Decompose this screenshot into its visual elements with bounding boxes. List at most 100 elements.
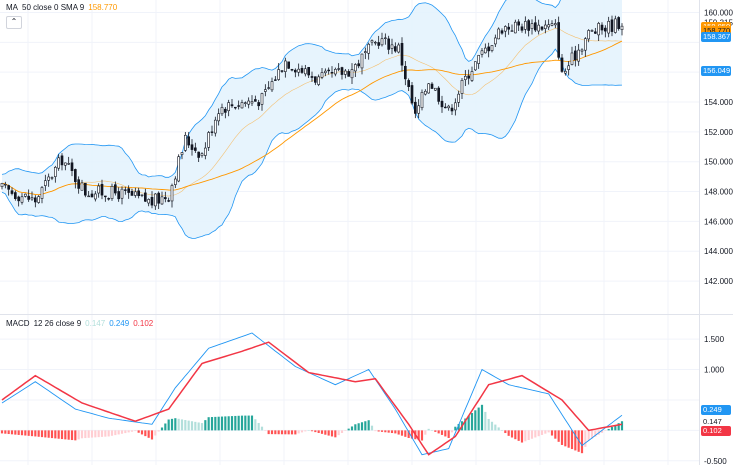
candle [480,47,484,58]
candle [357,59,360,69]
macd-histogram-bar [340,430,344,433]
candle-body [270,81,274,91]
candle-body [480,50,484,55]
macd-histogram-bar [344,430,347,431]
candle [523,16,527,34]
candle-body [313,76,317,83]
candle-body [7,185,10,190]
candle-body [134,191,137,196]
candle [487,42,490,58]
macd-histogram-bar [197,422,200,431]
macd-histogram-bar [20,430,24,436]
candle-body [517,21,521,26]
candle-body [550,23,554,26]
candle-body [197,151,200,158]
price-axis[interactable]: 160.000159.315154.000152.000150.000148.0… [704,8,733,286]
macd-histogram-bar [300,430,304,433]
macd-histogram-bar [584,430,587,447]
candle [287,61,290,69]
candle-body [144,192,147,202]
macd-histogram-bar [174,418,177,431]
macd-histogram-bar [550,430,554,436]
macd-histogram-bar [604,430,607,431]
candle-body [613,18,617,33]
collapse-legend-button[interactable]: ⌃ [6,16,22,29]
macd-legend[interactable]: MACD 12 26 close 9 0.147 0.249 0.102 [6,319,153,328]
macd-histogram-bar [154,430,157,436]
macd-histogram-bar [510,430,514,438]
candle-body [67,163,70,165]
candle-body [187,136,190,146]
candle-body [393,46,397,52]
macd-histogram-bar [504,430,507,434]
macd-histogram-bar [4,430,7,434]
price-tag: 158.367 [701,31,731,42]
candle [583,37,587,57]
candle-body [37,196,41,203]
candle [427,83,430,94]
candle-body [230,104,234,107]
macd-histogram-bar [354,424,357,431]
candle-body [150,196,154,206]
candle [214,116,217,137]
candle [244,101,247,107]
candle-body [510,30,514,32]
candle-body [333,68,337,75]
candle-body [244,102,247,104]
macd-histogram-bar [310,430,314,432]
candle-body [247,100,250,105]
macd-histogram-bar [280,430,284,435]
candle [74,168,77,189]
macd-histogram-bar [377,430,380,432]
candle-body [164,197,167,200]
candle-body [204,147,207,156]
candle [53,165,57,183]
macd-histogram-bar [520,430,524,443]
macd-histogram-bar [444,430,447,437]
candle [520,23,524,33]
macd-histogram-bar [484,411,487,431]
candle-body [14,192,17,199]
macd-histogram-bar [60,430,64,440]
candle-body [520,26,524,31]
macd-histogram-bar [500,430,504,431]
candle [23,193,27,198]
macd-histogram-bar [384,430,387,433]
macd-histogram-bar [130,430,134,432]
ma-legend[interactable]: MA 50 close 0 SMA 9 158.770 [6,3,117,12]
macd-histogram-bar [400,430,404,436]
candle-body [234,106,237,109]
candle [40,185,44,204]
candle [400,37,404,72]
candle-body [407,80,410,87]
candle [57,154,61,171]
macd-histogram-bar [124,430,127,434]
macd-axis[interactable]: 1.500 1.000 -0.500 [704,335,727,465]
candle [147,198,150,207]
candle [270,77,274,93]
candle [417,99,420,119]
candle-body [620,25,624,30]
candle-body [580,49,584,52]
macd-histogram-bar [554,430,557,439]
candle [293,68,297,78]
candle-body [190,144,194,150]
macd-histogram-bar [97,430,100,438]
candle-body [383,37,387,39]
macd-histogram [0,404,624,454]
candle-body [570,52,574,65]
macd-histogram-bar [24,430,27,436]
macd-histogram-bar [394,430,397,434]
price-tag: 158.770 [701,25,731,36]
candle [517,19,521,31]
candle [570,46,574,66]
macd-tag: 0.249 [701,405,731,416]
candle [497,27,500,40]
candle [160,191,164,205]
macd-histogram-bar [600,430,604,433]
candle [563,68,567,76]
candle-body [467,75,470,79]
candle [184,132,187,152]
macd-histogram-bar [410,430,414,439]
